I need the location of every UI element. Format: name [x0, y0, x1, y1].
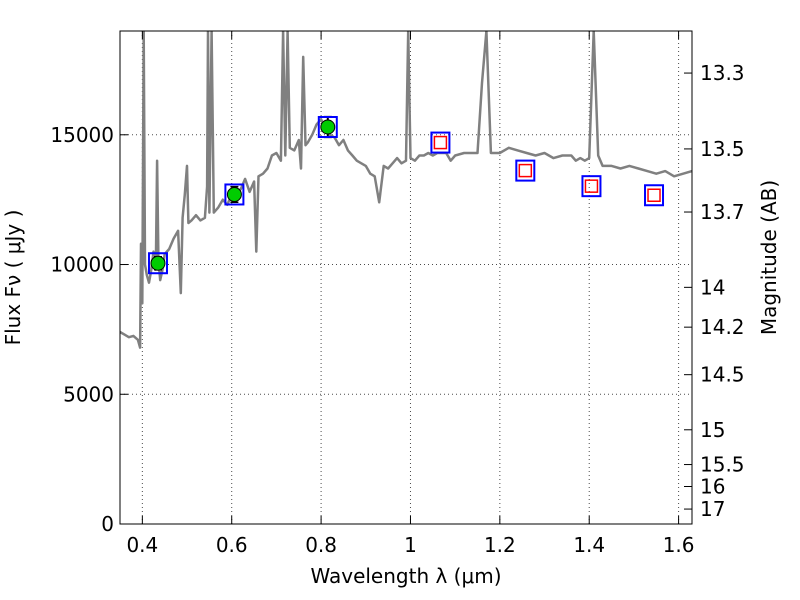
photometry-blue-square [430, 131, 451, 154]
photometry-blue-square [644, 184, 665, 207]
y-tick-label: 15000 [50, 123, 114, 147]
x-tick-label: 0.4 [126, 533, 158, 557]
y2-tick-label: 16 [700, 474, 725, 498]
y2-tick-label: 17 [700, 497, 725, 521]
y2-tick-label: 14.2 [700, 315, 745, 339]
photometry-point [150, 255, 166, 271]
x-tick-label: 1.6 [663, 533, 695, 557]
photometry-red-square [518, 163, 533, 178]
photometry-blue-square [317, 116, 338, 139]
y2-tick-label: 13.3 [700, 61, 745, 85]
y2-tick-label: 14.5 [700, 363, 745, 387]
y2-tick-label: 14 [700, 275, 725, 299]
y2-axis-label: Magnitude (AB) [757, 180, 781, 335]
y2-tick-label: 13.7 [700, 200, 745, 224]
photometry-blue-square [147, 252, 168, 275]
photometry-blue-square [224, 183, 245, 206]
photometry-blue-square [581, 175, 602, 198]
photometry-point [226, 186, 242, 202]
y-tick-label: 5000 [63, 382, 114, 406]
y-tick-label: 10000 [50, 253, 114, 277]
photometry-point [320, 119, 336, 135]
y2-tick-label: 15.5 [700, 453, 745, 477]
x-tick-label: 1.4 [573, 533, 605, 557]
x-axis-label: Wavelength λ (μm) [310, 564, 501, 588]
plot-area [120, 31, 692, 349]
spectrum-line [120, 31, 692, 349]
photometry-red-square [433, 135, 448, 150]
plot-frame [119, 30, 693, 525]
photometry-red-square [584, 179, 599, 193]
y-axis-label: Flux Fν ( μJy ) [1, 210, 25, 346]
photometry-red-square [647, 188, 661, 202]
y2-tick-label: 15 [700, 418, 725, 442]
x-tick-label: 0.8 [305, 533, 337, 557]
x-tick-label: 0.6 [216, 533, 248, 557]
y-tick-label: 0 [101, 512, 114, 536]
y2-tick-label: 13.5 [700, 137, 745, 161]
x-tick-label: 1.2 [484, 533, 516, 557]
photometry-blue-square [515, 159, 536, 182]
x-tick-label: 1 [404, 533, 417, 557]
